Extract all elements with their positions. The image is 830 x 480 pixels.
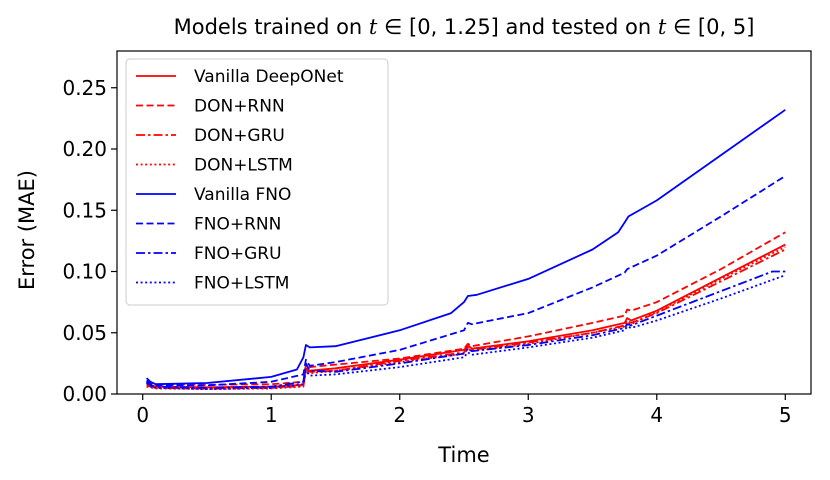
legend-label: DON+RNN: [194, 97, 285, 117]
series-line-6: [145, 175, 786, 387]
chart-title-var1: t: [369, 15, 378, 39]
chart-title: Models trained on t ∈ [0, 1.25] and test…: [174, 15, 755, 39]
legend-label: DON+GRU: [194, 126, 285, 146]
series-layer: [145, 109, 786, 390]
y-tick-label: 0.15: [62, 198, 107, 222]
legend-box: [125, 58, 389, 306]
x-tick-label: 3: [522, 403, 535, 427]
legend-label: FNO+LSTM: [194, 274, 289, 294]
series-line-5: [145, 109, 786, 386]
x-axis-label: Time: [437, 443, 489, 467]
chart-title-var2: t: [658, 15, 667, 39]
legend-label: DON+LSTM: [194, 156, 293, 176]
series-line-7: [145, 270, 786, 389]
y-tick-label: 0.10: [62, 260, 107, 284]
x-tick-label: 2: [393, 403, 406, 427]
series-line-2: [146, 231, 786, 386]
y-tick-label: 0.25: [62, 76, 107, 100]
chart-title-prefix: Models trained on: [174, 15, 369, 39]
series-line-4: [146, 246, 786, 390]
legend-label: Vanilla DeepONet: [194, 67, 344, 87]
y-axis-label: Error (MAE): [15, 170, 39, 290]
legend-label: FNO+GRU: [194, 244, 282, 264]
chart-title-range1: ∈ [0, 1.25] and tested on: [377, 15, 657, 39]
y-tick-label: 0.00: [62, 382, 107, 406]
x-tick-label: 4: [650, 403, 663, 427]
x-tick-label: 0: [136, 403, 149, 427]
y-tick-label: 0.20: [62, 137, 107, 161]
plot-frame: [116, 50, 812, 395]
axes-layer: 0 1 2 3 4 5 0.00 0.05 0.10 0.15 0.20 0.25: [62, 50, 812, 427]
x-tick-label: 5: [779, 403, 792, 427]
y-tick-label: 0.05: [62, 321, 107, 345]
chart-title-range2: ∈ [0, 5]: [666, 15, 754, 39]
x-tick-label: 1: [265, 403, 278, 427]
series-line-8: [145, 274, 786, 390]
legend-label: Vanilla FNO: [194, 185, 291, 205]
legend: Vanilla DeepONet DON+RNN DON+GRU DON+LSTM Va…: [125, 58, 389, 306]
legend-label: FNO+RNN: [194, 215, 281, 235]
